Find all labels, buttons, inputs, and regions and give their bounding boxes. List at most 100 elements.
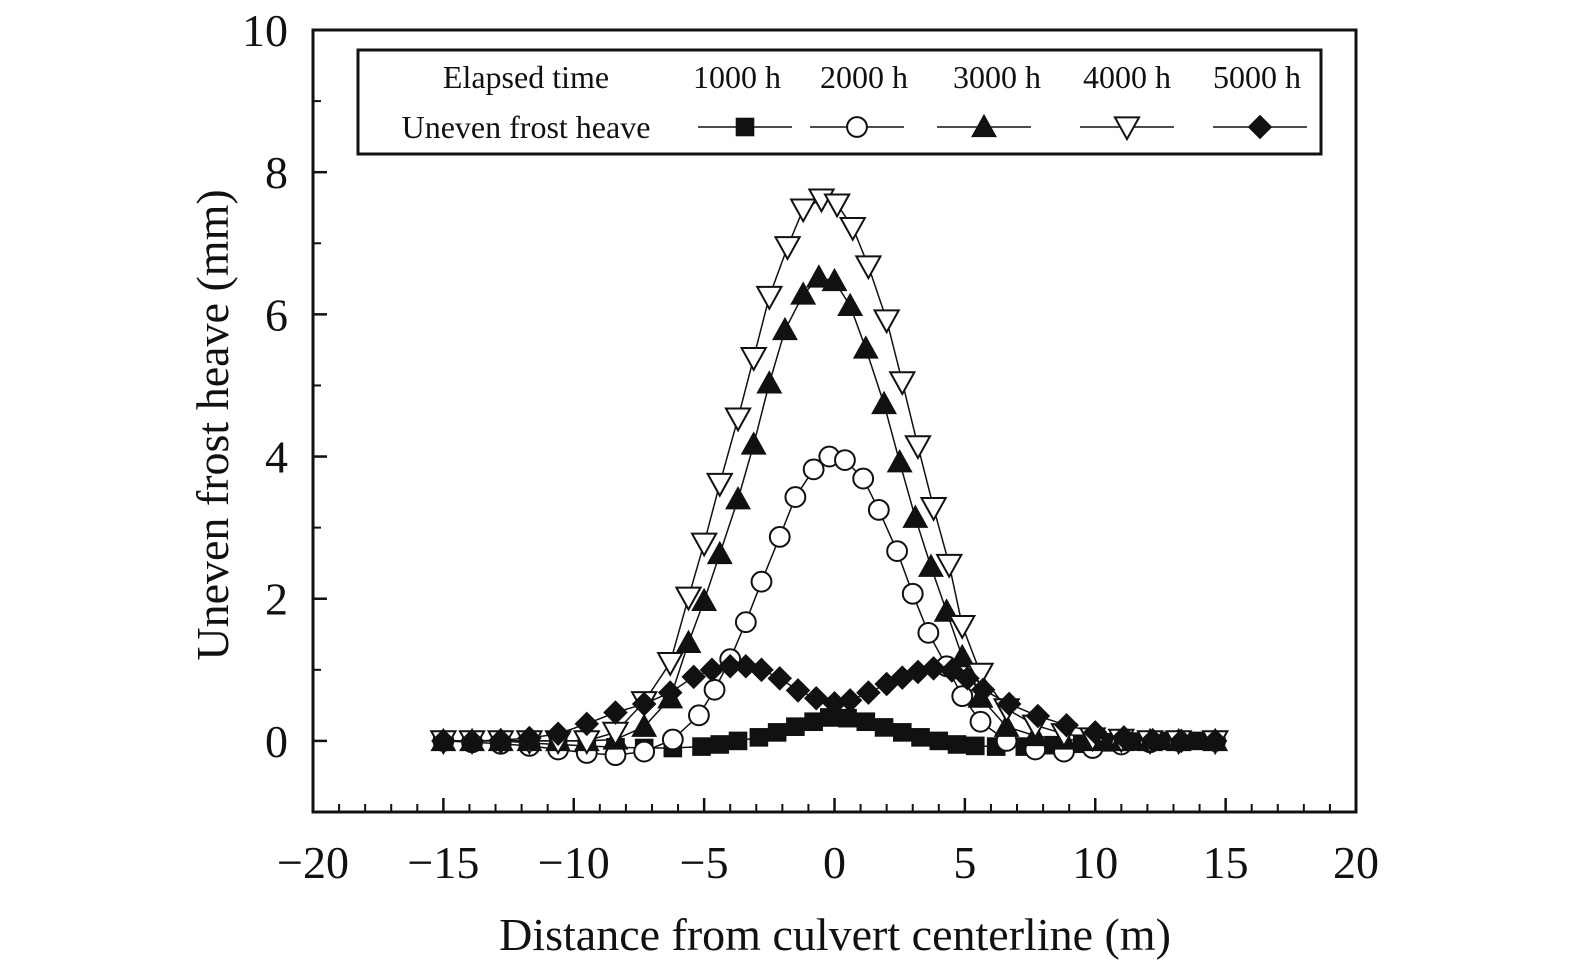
y-tick-label: 6	[265, 289, 288, 340]
x-tick-label: 15	[1203, 837, 1249, 888]
data-point-5000h	[996, 691, 1022, 717]
data-point-5000h	[681, 664, 706, 690]
data-point-5000h	[574, 711, 600, 737]
series-line-3000h	[443, 276, 1216, 742]
x-tick-label: −10	[538, 837, 610, 888]
data-point-5000h	[657, 680, 683, 705]
x-axis-title: Distance from culvert centerline (m)	[499, 909, 1171, 960]
data-point-2000h	[834, 449, 856, 472]
data-point-5000h	[970, 677, 996, 702]
x-tick-label: −15	[407, 837, 479, 888]
data-point-1000h	[892, 723, 912, 742]
legend-series-1000h: 1000 h	[693, 59, 781, 95]
data-point-4000h	[854, 255, 883, 281]
data-point-1000h	[804, 712, 823, 732]
data-point-5000h	[767, 666, 792, 691]
data-point-5000h	[1111, 725, 1137, 750]
data-point-5000h	[545, 721, 571, 747]
data-point-3000h	[949, 643, 976, 668]
data-point-4000h	[674, 586, 703, 612]
data-point-1000h	[966, 736, 985, 756]
data-point-2000h	[661, 728, 684, 751]
data-point-4000h	[838, 216, 867, 242]
data-point-5000h	[1082, 720, 1108, 745]
data-point-2000h	[917, 621, 940, 644]
data-point-1000h	[710, 735, 730, 754]
data-point-4000h	[739, 347, 768, 372]
data-point-5000h	[1202, 728, 1228, 754]
data-point-4000h	[935, 553, 964, 579]
x-tick-label: 20	[1333, 837, 1379, 888]
data-point-3000h	[790, 281, 817, 305]
data-point-2000h	[768, 525, 791, 548]
data-point-4000h	[948, 615, 977, 640]
legend-marker-4000h	[1113, 116, 1141, 142]
y-tick-label: 4	[265, 432, 288, 483]
data-point-4000h	[919, 497, 948, 522]
legend-marker-3000h	[971, 113, 997, 138]
data-point-3000h	[756, 370, 783, 394]
data-point-4000h	[823, 193, 851, 219]
data-point-1000h	[692, 737, 711, 756]
legend-series-4000h: 4000 h	[1083, 59, 1171, 95]
data-point-5000h	[749, 657, 774, 683]
data-point-3000h	[871, 390, 897, 415]
data-point-3000h	[805, 264, 832, 288]
data-point-1000h	[786, 717, 805, 736]
data-point-1000h	[749, 728, 769, 747]
data-point-4000h	[773, 236, 802, 261]
data-point-4000h	[705, 472, 734, 498]
x-tick-label: −5	[680, 837, 729, 888]
data-point-4000h	[724, 407, 752, 433]
data-point-4000h	[872, 309, 901, 335]
data-point-4000h	[904, 435, 932, 461]
data-point-2000h	[969, 710, 992, 733]
data-point-5000h	[517, 725, 542, 751]
data-point-1000h	[856, 712, 876, 732]
y-tick-label: 10	[242, 5, 288, 56]
data-point-1000h	[947, 735, 967, 754]
data-point-2000h	[784, 486, 807, 508]
data-point-4000h	[656, 652, 685, 677]
data-point-2000h	[802, 458, 825, 481]
data-point-5000h	[803, 685, 829, 711]
legend-series-2000h: 2000 h	[820, 59, 908, 95]
data-point-4000h	[888, 371, 917, 397]
data-point-2000h	[951, 685, 974, 708]
data-point-1000h	[728, 731, 748, 751]
data-point-2000h	[734, 611, 757, 634]
x-tick-label: 5	[953, 837, 976, 888]
data-point-3000h	[821, 267, 848, 292]
data-point-5000h	[631, 691, 657, 717]
data-point-1000h	[838, 708, 857, 728]
y-tick-label: 0	[265, 716, 288, 767]
data-point-3000h	[631, 713, 658, 737]
data-point-3000h	[837, 292, 864, 317]
data-point-3000h	[902, 504, 929, 528]
data-point-4000h	[789, 198, 818, 224]
data-point-3000h	[852, 335, 879, 359]
data-point-1000h	[911, 728, 930, 747]
data-point-4000h	[690, 532, 718, 558]
data-point-3000h	[993, 713, 1020, 737]
legend-elapsed-time-label: Elapsed time	[443, 59, 609, 95]
data-point-3000h	[772, 316, 798, 341]
data-point-2000h	[867, 498, 890, 521]
data-point-5000h	[488, 727, 513, 753]
legend-marker-1000h	[735, 117, 755, 137]
legend-box	[356, 48, 1323, 156]
data-point-2000h	[633, 740, 656, 763]
data-point-2000h	[750, 570, 773, 593]
data-point-5000h	[1054, 713, 1079, 738]
data-point-5000h	[1140, 727, 1165, 753]
plot-layer: −20 −15 −10 −5 0 5 10 15 20 0 2 4 6 8 10	[242, 5, 1379, 888]
x-tick-label: 10	[1072, 837, 1118, 888]
y-tick-label: 2	[265, 574, 288, 625]
legend-uneven-frost-heave-label: Uneven frost heave	[402, 109, 651, 145]
data-point-1000h	[929, 731, 949, 751]
data-point-5000h	[1169, 728, 1194, 754]
data-point-2000h	[852, 467, 875, 490]
data-point-1000h	[874, 718, 894, 737]
legend-series-5000h: 5000 h	[1213, 59, 1301, 95]
